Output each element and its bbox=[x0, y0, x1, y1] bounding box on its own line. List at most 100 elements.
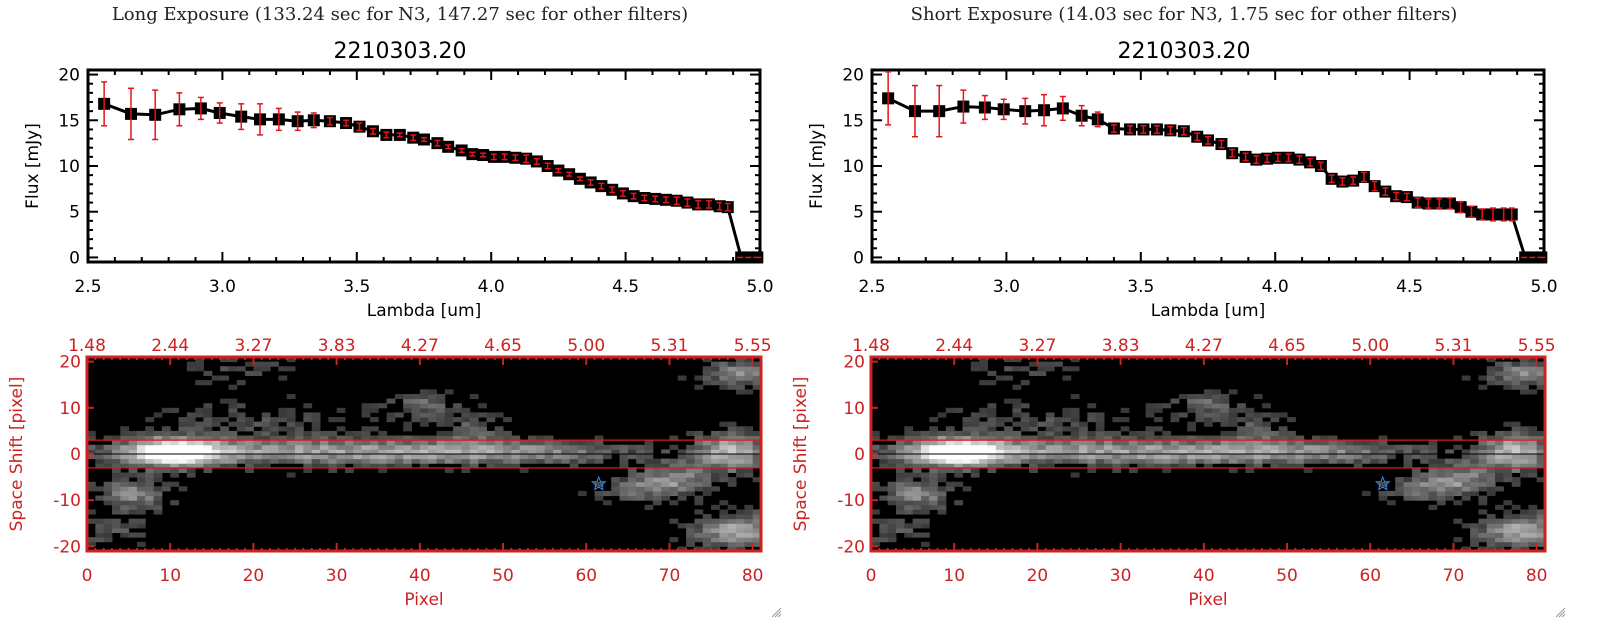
resize-grip-icon[interactable] bbox=[1554, 606, 1566, 618]
image-pixel bbox=[286, 440, 296, 446]
image-pixel bbox=[403, 426, 413, 432]
image-pixel bbox=[871, 435, 880, 441]
image-pixel bbox=[245, 426, 254, 432]
image-pixel bbox=[120, 449, 130, 455]
image-pixel bbox=[694, 537, 704, 543]
image-pixel bbox=[1478, 375, 1488, 381]
y-tick-label: 5 bbox=[69, 203, 80, 223]
image-pixel bbox=[195, 412, 204, 418]
image-pixel bbox=[303, 449, 313, 455]
image-pixel bbox=[186, 361, 196, 367]
image-pixel bbox=[686, 458, 695, 464]
image-pixel bbox=[1420, 490, 1430, 497]
image-pixel bbox=[736, 384, 745, 390]
image-pixel bbox=[1203, 435, 1213, 441]
image-pixel bbox=[344, 454, 354, 460]
image-pixel bbox=[211, 435, 221, 441]
top-tick-label: 5.55 bbox=[1518, 336, 1556, 356]
image-pixel bbox=[954, 472, 964, 478]
image-pixel bbox=[1228, 412, 1238, 418]
image-pixel bbox=[211, 444, 221, 450]
image-pixel bbox=[1120, 435, 1130, 441]
image-pixel bbox=[1112, 458, 1122, 464]
image-pixel bbox=[661, 481, 670, 487]
image-pixel bbox=[644, 454, 654, 460]
image-pixel bbox=[494, 412, 504, 418]
image-pixel bbox=[211, 430, 221, 437]
image-pixel bbox=[727, 361, 737, 367]
image-pixel bbox=[1045, 458, 1055, 464]
image-pixel bbox=[120, 440, 130, 446]
image-pixel bbox=[1103, 458, 1113, 464]
image-pixel bbox=[945, 454, 955, 460]
image-pixel bbox=[478, 454, 487, 460]
image-pixel bbox=[1528, 509, 1538, 515]
image-pixel bbox=[1203, 449, 1213, 455]
image-pixel bbox=[727, 426, 737, 432]
image-pixel bbox=[228, 463, 238, 469]
x-tick-label: 30 bbox=[1110, 566, 1132, 586]
image-pixel bbox=[1520, 435, 1529, 441]
image-pixel bbox=[895, 449, 905, 455]
image-pixel bbox=[1245, 454, 1255, 460]
y-tick-label: 0 bbox=[70, 445, 81, 465]
image-pixel bbox=[295, 435, 304, 441]
image-pixel bbox=[569, 463, 579, 469]
image-pixel bbox=[1536, 541, 1546, 547]
image-pixel bbox=[378, 403, 388, 409]
image-pixel bbox=[995, 444, 1005, 450]
image-pixel bbox=[1361, 444, 1371, 450]
image-pixel bbox=[369, 449, 379, 455]
image-pixel bbox=[1411, 481, 1421, 487]
image-pixel bbox=[895, 518, 905, 524]
image-pixel bbox=[503, 463, 512, 469]
image-pixel bbox=[245, 454, 254, 460]
image-pixel bbox=[1004, 454, 1013, 460]
resize-grip-icon[interactable] bbox=[770, 606, 782, 618]
image-pixel bbox=[711, 532, 720, 538]
image-pixel bbox=[1253, 458, 1263, 464]
image-pixel bbox=[270, 435, 279, 441]
image-pixel bbox=[311, 449, 321, 455]
image-pixel bbox=[1303, 444, 1313, 450]
image-pixel bbox=[1320, 440, 1330, 446]
x-axis-label: Lambda [um] bbox=[1151, 301, 1265, 321]
image-pixel bbox=[987, 380, 997, 386]
image-pixel bbox=[436, 398, 446, 404]
image-pixel bbox=[920, 500, 930, 506]
image-pixel bbox=[895, 472, 905, 478]
image-pixel bbox=[1361, 490, 1371, 497]
image-pixel bbox=[95, 527, 105, 534]
image-pixel bbox=[727, 467, 737, 473]
image-pixel bbox=[528, 440, 537, 446]
image-pixel bbox=[469, 393, 479, 400]
image-pixel bbox=[1228, 435, 1238, 441]
image-pixel bbox=[719, 518, 729, 524]
image-pixel bbox=[970, 421, 980, 427]
image-pixel bbox=[1062, 426, 1072, 432]
image-pixel bbox=[1536, 514, 1546, 520]
image-pixel bbox=[1245, 426, 1255, 432]
image-pixel bbox=[261, 417, 271, 423]
image-pixel bbox=[871, 509, 880, 515]
image-pixel bbox=[904, 426, 914, 432]
image-pixel bbox=[1536, 523, 1546, 529]
image-pixel bbox=[702, 375, 712, 381]
image-pixel bbox=[1320, 454, 1330, 460]
image-pixel bbox=[120, 458, 130, 464]
image-pixel bbox=[1212, 398, 1221, 404]
image-pixel bbox=[1029, 458, 1038, 464]
chart-title: 2210303.20 bbox=[334, 39, 467, 64]
image-pixel bbox=[336, 463, 346, 469]
top-tick-label: 5.31 bbox=[1435, 336, 1473, 356]
image-pixel bbox=[186, 444, 196, 450]
image-pixel bbox=[120, 463, 130, 469]
image-pixel bbox=[879, 486, 889, 492]
image-pixel bbox=[1353, 444, 1363, 450]
image-pixel bbox=[577, 449, 587, 455]
image-pixel bbox=[694, 509, 704, 515]
image-pixel bbox=[744, 514, 754, 520]
image-pixel bbox=[552, 454, 562, 460]
image-pixel bbox=[1095, 449, 1105, 455]
image-pixel bbox=[261, 449, 271, 455]
